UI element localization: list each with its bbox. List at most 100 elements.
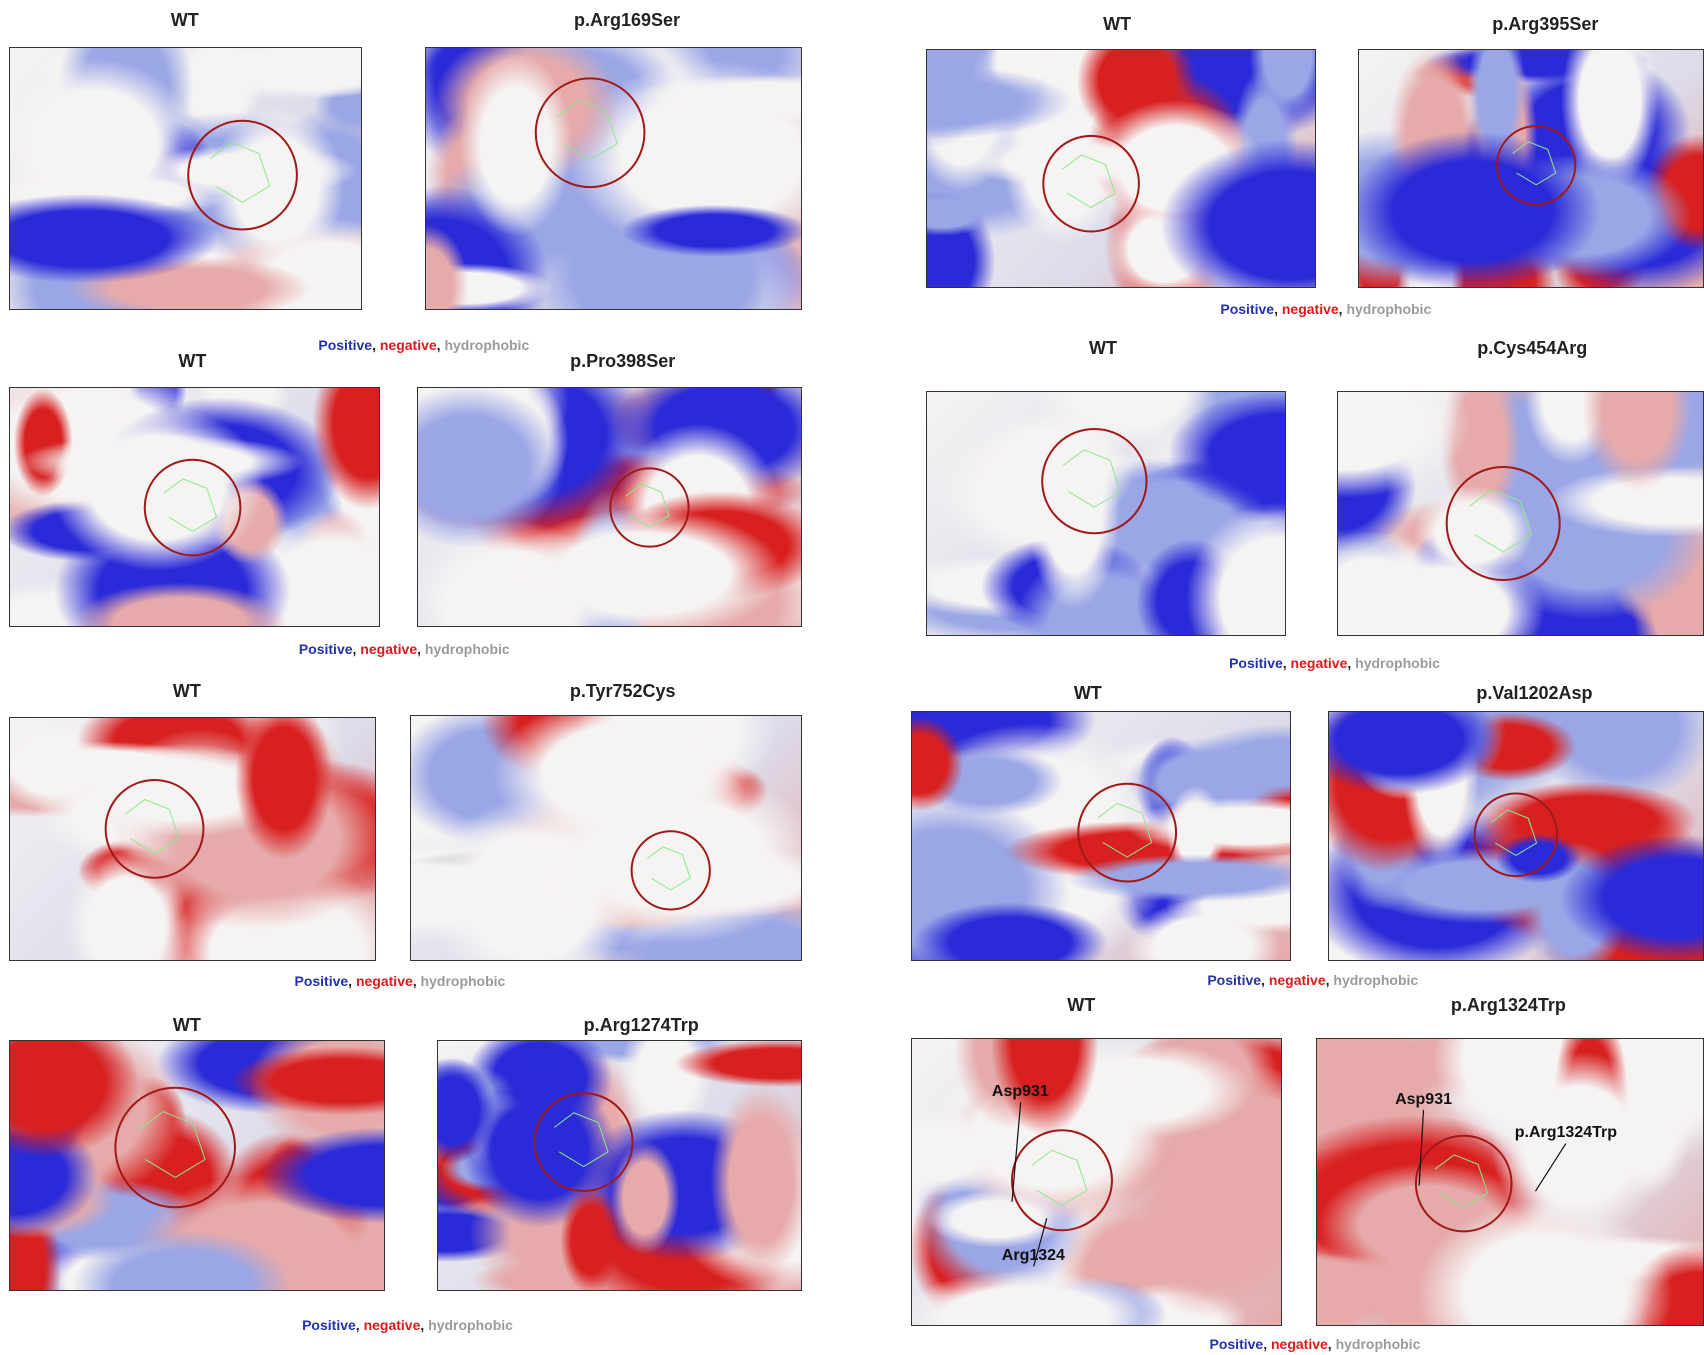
wt-surface-image bbox=[925, 391, 1286, 636]
legend-item: Positive bbox=[1207, 972, 1262, 989]
highlight-circle bbox=[609, 467, 690, 548]
residue-annotation: p.Arg1324Trp bbox=[1514, 1124, 1618, 1142]
surface-line bbox=[625, 483, 670, 528]
mutant-label: p.Arg395Ser bbox=[1492, 13, 1599, 34]
highlight-circle bbox=[533, 1092, 634, 1192]
wt-label: WT bbox=[178, 350, 207, 371]
mutant-label: p.Tyr752Cys bbox=[569, 681, 676, 702]
surface-line bbox=[209, 141, 271, 203]
legend-item: hydrophobic bbox=[1335, 1336, 1421, 1353]
highlight-circle bbox=[1010, 1129, 1113, 1232]
surface-line bbox=[1512, 141, 1557, 186]
wt-label: WT bbox=[170, 9, 199, 30]
legend: Positive, negative, hydrophobic bbox=[1229, 655, 1440, 671]
mutant-label: p.Cys454Arg bbox=[1477, 337, 1588, 358]
legend-item: hydrophobic bbox=[420, 973, 506, 990]
legend-item: hydrophobic bbox=[1333, 972, 1419, 989]
overlay bbox=[630, 830, 711, 911]
surface-line bbox=[1061, 154, 1116, 209]
wt-surface-image bbox=[8, 46, 362, 310]
legend-separator: , bbox=[412, 973, 417, 990]
surface-line bbox=[1434, 1154, 1489, 1208]
wt-label: WT bbox=[1103, 13, 1132, 34]
legend-item: negative bbox=[1281, 300, 1339, 317]
legend: Positive, negative, hydrophobic bbox=[302, 1317, 513, 1333]
wt-surface-image bbox=[8, 1040, 385, 1292]
legend-item: negative bbox=[379, 336, 437, 353]
wt-surface-image bbox=[910, 710, 1292, 961]
legend-item: hydrophobic bbox=[1346, 300, 1432, 317]
mutant-surface-image bbox=[1327, 710, 1704, 961]
legend: Positive, negative, hydrophobic bbox=[318, 337, 529, 353]
wt-label: WT bbox=[1067, 995, 1096, 1016]
residue-annotation: Asp931 bbox=[1395, 1090, 1452, 1108]
legend: Positive, negative, hydrophobic bbox=[294, 973, 505, 989]
mutant-surface-image bbox=[436, 1040, 802, 1292]
wt-label: WT bbox=[172, 1014, 201, 1035]
legend-item: hydrophobic bbox=[428, 1316, 513, 1333]
mutant-surface-image: Asp931 p.Arg1324Trp bbox=[1316, 1037, 1704, 1326]
legend-separator: , bbox=[436, 336, 441, 353]
overlay bbox=[1496, 124, 1577, 206]
legend-separator: , bbox=[372, 336, 376, 353]
legend-separator: , bbox=[1347, 654, 1352, 671]
wt-surface-image bbox=[8, 717, 376, 961]
legend-separator: , bbox=[1325, 972, 1330, 989]
highlight-circle bbox=[114, 1086, 236, 1209]
surface-line bbox=[1097, 802, 1152, 858]
residue-annotation: Arg1324 bbox=[1001, 1247, 1065, 1265]
wt-surface-image: Asp931 Arg1324 bbox=[910, 1037, 1283, 1326]
overlay bbox=[534, 77, 646, 188]
overlay bbox=[609, 467, 690, 548]
legend-item: negative bbox=[1270, 1336, 1328, 1353]
legend-item: hydrophobic bbox=[1355, 654, 1440, 671]
wt-surface-image bbox=[925, 48, 1317, 288]
overlay bbox=[143, 458, 242, 557]
overlay bbox=[1042, 134, 1140, 233]
wt-label: WT bbox=[172, 681, 201, 702]
legend-separator: , bbox=[1261, 972, 1265, 989]
legend-item: Positive bbox=[1209, 1336, 1264, 1353]
legend-separator: , bbox=[355, 1316, 360, 1333]
legend-item: negative bbox=[1268, 972, 1326, 989]
highlight-circle bbox=[186, 119, 298, 231]
legend-item: Positive bbox=[294, 973, 349, 990]
overlay bbox=[1076, 782, 1177, 883]
overlay bbox=[186, 119, 298, 231]
mutant-label: p.Pro398Ser bbox=[570, 350, 676, 371]
mutant-surface-image bbox=[424, 46, 802, 310]
overlay bbox=[1010, 1102, 1113, 1267]
mutant-label: p.Arg1274Trp bbox=[583, 1014, 699, 1035]
legend: Positive, negative, hydrophobic bbox=[1220, 301, 1431, 317]
surface-line bbox=[163, 478, 217, 532]
surface-line bbox=[138, 1111, 206, 1178]
surface-line bbox=[1062, 449, 1121, 508]
highlight-circle bbox=[630, 830, 711, 911]
legend: Positive, negative, hydrophobic bbox=[1210, 1336, 1421, 1352]
legend-separator: , bbox=[352, 640, 357, 657]
mutant-surface-image bbox=[417, 386, 802, 628]
legend-item: Positive bbox=[1229, 654, 1283, 671]
mutant-label: p.Arg1324Trp bbox=[1450, 995, 1566, 1016]
highlight-circle bbox=[1496, 124, 1577, 206]
legend-separator: , bbox=[1263, 1336, 1268, 1353]
legend: Positive, negative, hydrophobic bbox=[1207, 972, 1418, 988]
legend-item: hydrophobic bbox=[424, 640, 510, 657]
surface-line bbox=[1011, 1102, 1021, 1202]
highlight-circle bbox=[534, 77, 646, 188]
highlight-circle bbox=[104, 779, 205, 879]
legend-separator: , bbox=[348, 973, 353, 990]
legend-separator: , bbox=[1282, 654, 1287, 671]
surface-line bbox=[553, 1112, 609, 1168]
wt-label: WT bbox=[1073, 683, 1102, 704]
legend-item: negative bbox=[1290, 654, 1348, 671]
legend-item: Positive bbox=[298, 640, 353, 657]
highlight-circle bbox=[1473, 792, 1559, 877]
highlight-circle bbox=[1042, 134, 1140, 233]
mutant-surface-image bbox=[1358, 48, 1704, 288]
legend-item: Positive bbox=[1220, 300, 1275, 317]
legend-item: Positive bbox=[318, 336, 373, 353]
overlay bbox=[1414, 1109, 1567, 1233]
wt-surface-image bbox=[8, 386, 381, 628]
